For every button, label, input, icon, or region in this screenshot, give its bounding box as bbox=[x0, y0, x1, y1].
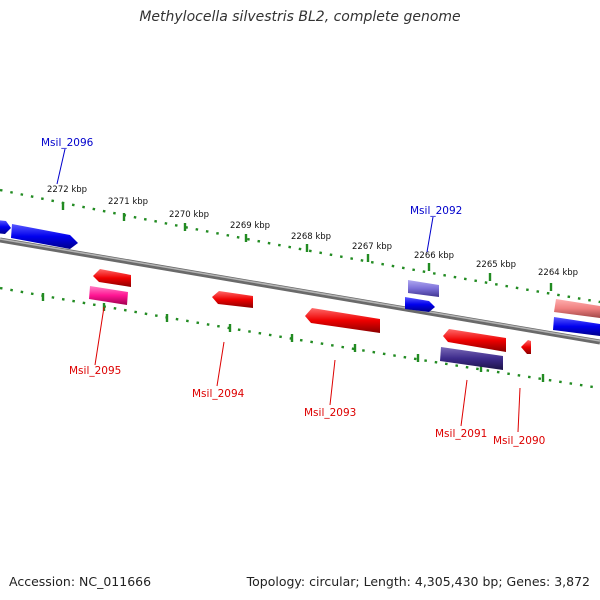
gene-arrow-msil-2092[interactable] bbox=[408, 280, 439, 297]
gene-label-msil-2092[interactable]: Msil_2092 bbox=[410, 205, 462, 217]
leader-msil-2090 bbox=[517, 387, 521, 433]
genome-backbone-highlight bbox=[0, 238, 600, 342]
gene-arrow-msil-2090[interactable] bbox=[521, 340, 531, 354]
kbp-label-2265: 2265 kbp bbox=[476, 260, 516, 270]
outer-major-ticks bbox=[61, 202, 553, 291]
gene-arrow-msil-2096[interactable] bbox=[11, 224, 78, 249]
accession-text: Accession: NC_011666 bbox=[9, 574, 152, 589]
kbp-label-2272: 2272 kbp bbox=[47, 185, 87, 195]
gene-label-msil-2091[interactable]: Msil_2091 bbox=[435, 428, 487, 440]
kbp-label-2270: 2270 kbp bbox=[169, 210, 209, 220]
leader-msil-2092 bbox=[426, 216, 434, 253]
leader-msil-2096 bbox=[56, 148, 66, 185]
inner-dotted-ring bbox=[0, 286, 600, 390]
leader-msil-2093 bbox=[329, 359, 336, 406]
gene-arrow-edge-left[interactable] bbox=[0, 220, 11, 234]
kbp-label-2271: 2271 kbp bbox=[108, 197, 148, 207]
kbp-label-2264: 2264 kbp bbox=[538, 268, 578, 278]
gene-arrow-msil-2091[interactable] bbox=[440, 347, 503, 370]
kbp-label-2268: 2268 kbp bbox=[291, 232, 331, 242]
gene-label-msil-2093[interactable]: Msil_2093 bbox=[304, 407, 356, 419]
gene-arrow-msil-2093[interactable] bbox=[305, 308, 380, 333]
kbp-label-2266: 2266 kbp bbox=[414, 251, 454, 261]
gene-arrow-msil-2094[interactable] bbox=[212, 291, 253, 308]
gene-label-msil-2096[interactable]: Msil_2096 bbox=[41, 137, 94, 149]
gene-label-msil-2094[interactable]: Msil_2094 bbox=[192, 388, 245, 400]
genome-backbone bbox=[0, 237, 600, 345]
gene-arrow-msil-2091a[interactable] bbox=[443, 329, 506, 352]
gene-arrow-msil-2095[interactable] bbox=[89, 286, 128, 305]
gene-arrow-blue-right[interactable] bbox=[553, 317, 600, 336]
leader-msil-2095 bbox=[94, 306, 105, 366]
genome-summary-text: Topology: circular; Length: 4,305,430 bp… bbox=[246, 574, 590, 589]
kbp-label-2267: 2267 kbp bbox=[352, 242, 392, 252]
gene-label-msil-2095[interactable]: Msil_2095 bbox=[69, 365, 121, 377]
gene-arrow-msil-2092b[interactable] bbox=[405, 297, 435, 312]
kbp-label-2269: 2269 kbp bbox=[230, 221, 270, 231]
outer-dotted-ring bbox=[0, 188, 600, 304]
genome-title: Methylocella silvestris BL2, complete ge… bbox=[139, 9, 461, 25]
gene-label-msil-2090[interactable]: Msil_2090 bbox=[493, 435, 545, 447]
gene-arrow-salmon-right[interactable] bbox=[554, 299, 600, 318]
leader-msil-2094 bbox=[216, 341, 225, 387]
leader-msil-2091 bbox=[460, 379, 468, 427]
gene-arrow-red-2095a[interactable] bbox=[93, 269, 131, 287]
